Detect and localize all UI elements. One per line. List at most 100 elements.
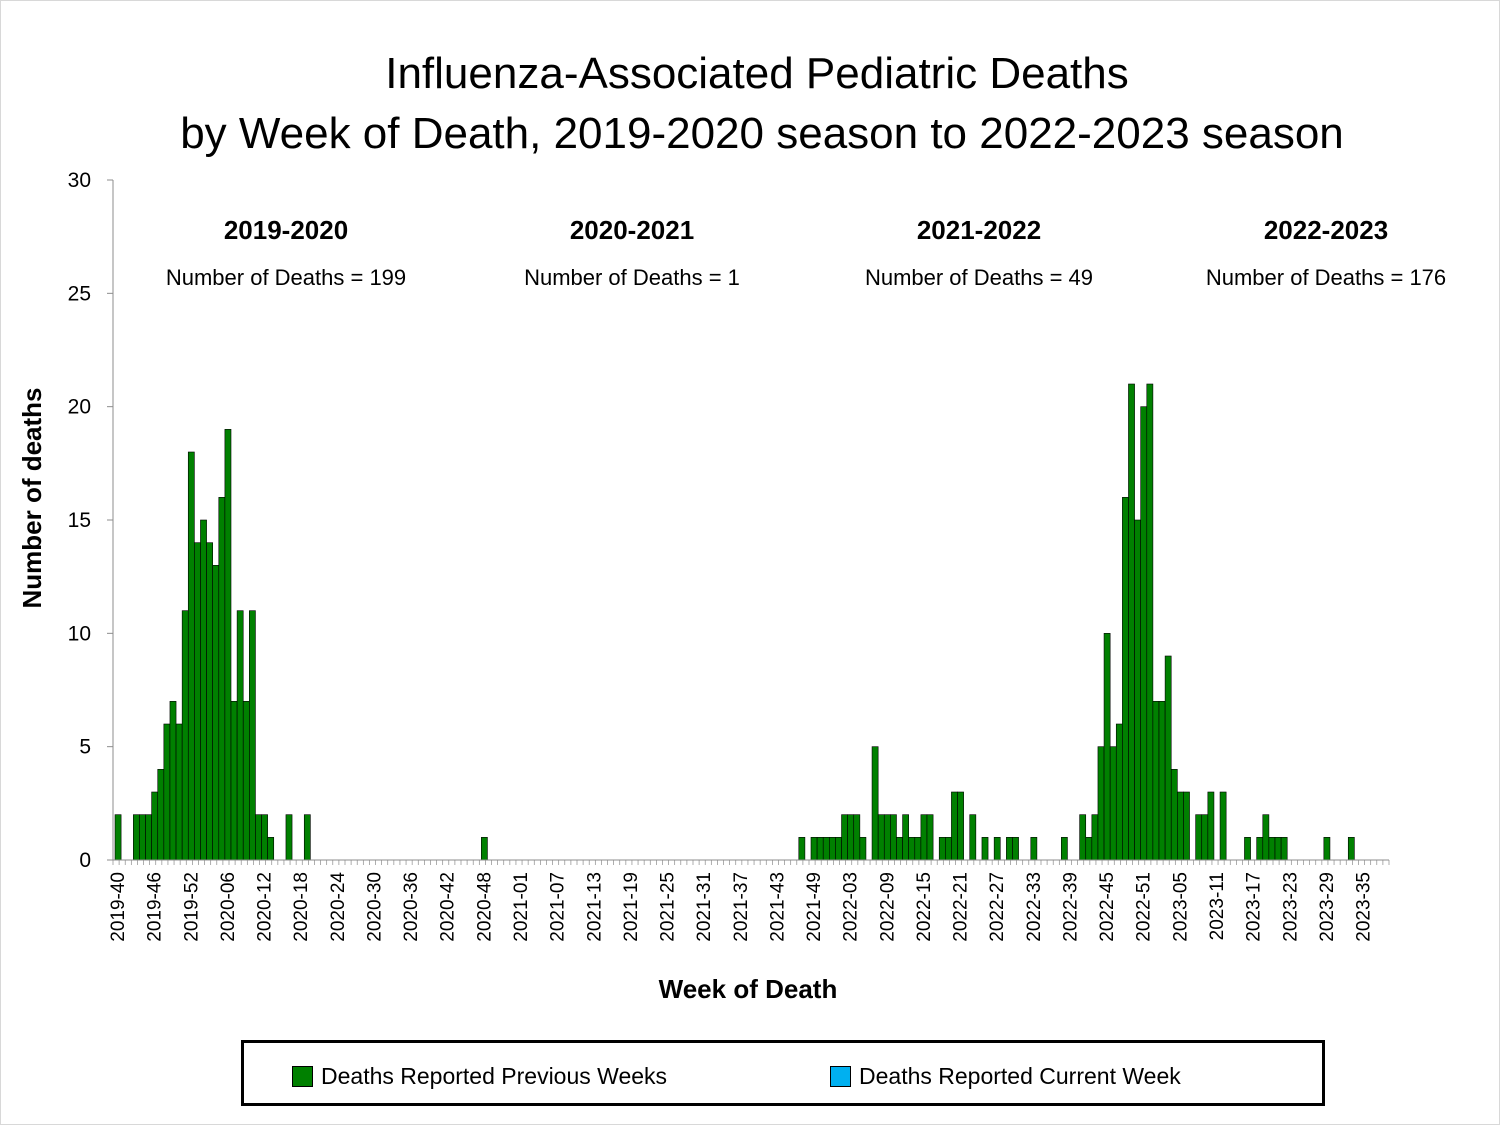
x-tick-label-2020-30: 2020-30	[364, 872, 385, 942]
legend-label-previous: Deaths Reported Previous Weeks	[321, 1063, 668, 1089]
x-tick-label-2019-46: 2019-46	[145, 872, 166, 942]
x-tick-label-2021-13: 2021-13	[584, 872, 605, 942]
bar-2022-16	[926, 814, 934, 861]
chart-title-line-1: Influenza-Associated Pediatric Deaths	[385, 49, 1129, 98]
legend: Deaths Reported Previous Weeks Deaths Re…	[241, 1040, 1325, 1106]
x-tick-label-2019-52: 2019-52	[181, 872, 202, 942]
bar-2023-20	[1268, 837, 1276, 861]
bar-2023-03	[1164, 655, 1172, 861]
bar-2022-09	[883, 814, 891, 861]
bar-2022-01	[835, 837, 842, 861]
bar-2020-07	[230, 701, 238, 861]
bar-2019-51	[181, 610, 189, 861]
bar-2022-10	[890, 814, 897, 861]
x-tick-label-2020-42: 2020-42	[438, 872, 459, 942]
bar-2020-01	[194, 542, 201, 861]
x-tick-label-2021-25: 2021-25	[658, 872, 679, 942]
bar-2020-03	[206, 542, 213, 861]
bar-2022-14	[914, 837, 922, 861]
bar-2022-23	[969, 814, 977, 861]
x-tick-label-2023-35: 2023-35	[1354, 872, 1375, 942]
bar-2021-47	[798, 837, 806, 861]
bar-2019-48	[163, 723, 171, 861]
bar-2022-33	[1030, 837, 1038, 861]
season-count-2022-2023: Number of Deaths = 176	[1206, 265, 1446, 290]
x-tick-label-2022-09: 2022-09	[877, 872, 898, 942]
bar-2023-08	[1195, 814, 1203, 861]
bar-2021-49	[810, 837, 818, 861]
bar-2022-30	[1012, 837, 1019, 861]
x-tick-label-2021-43: 2021-43	[767, 872, 788, 942]
bar-2019-40	[114, 814, 122, 861]
bar-2021-50	[816, 837, 824, 861]
x-tick-label-2020-36: 2020-36	[401, 872, 422, 942]
bar-2022-02	[841, 814, 848, 861]
season-count-2020-2021: Number of Deaths = 1	[524, 265, 740, 290]
x-tick-label-2023-17: 2023-17	[1244, 872, 1265, 942]
bar-2022-27	[993, 837, 1001, 861]
bar-2022-29	[1006, 837, 1013, 861]
bars	[114, 383, 1355, 861]
bar-2022-45	[1103, 633, 1111, 861]
bar-2023-18	[1256, 837, 1264, 861]
x-tick-label-2022-33: 2022-33	[1024, 872, 1045, 942]
bar-2020-04	[212, 565, 220, 861]
bar-2022-15	[920, 814, 928, 861]
bar-2020-10	[249, 610, 256, 861]
x-tick-label-2020-12: 2020-12	[255, 872, 276, 942]
y-axis-title: Number of deaths	[17, 387, 47, 608]
bar-2023-19	[1262, 814, 1270, 861]
bar-2021-52	[829, 837, 836, 861]
season-labels: 2019-2020 Number of Deaths = 199 2020-20…	[166, 215, 1446, 290]
x-tick-label-2023-29: 2023-29	[1317, 872, 1338, 942]
y-tick-label-20: 20	[68, 396, 91, 419]
x-tick-label-2022-51: 2022-51	[1134, 872, 1155, 942]
bar-2022-12	[902, 814, 909, 861]
bar-2019-43	[133, 814, 140, 861]
bar-2019-45	[145, 814, 152, 861]
bar-2019-44	[139, 814, 146, 861]
y-tick-label-0: 0	[79, 849, 91, 872]
y-tick-label-5: 5	[79, 736, 91, 759]
bar-2023-04	[1170, 769, 1178, 861]
season-name-2021-2022: 2021-2022	[917, 215, 1041, 245]
x-tick-label-2020-18: 2020-18	[291, 872, 312, 942]
x-tick-label-2020-48: 2020-48	[474, 872, 495, 942]
chart-title-line-2: by Week of Death, 2019-2020 season to 20…	[180, 109, 1344, 158]
bar-2023-33	[1347, 837, 1355, 861]
bar-2023-05	[1177, 791, 1184, 861]
season-count-2021-2022: Number of Deaths = 49	[865, 265, 1093, 290]
y-tick-label-10: 10	[68, 622, 91, 645]
x-tick-label-2021-19: 2021-19	[621, 872, 642, 942]
bar-2022-48	[1122, 497, 1129, 861]
bar-2023-09	[1201, 814, 1209, 861]
bar-2022-05	[859, 837, 867, 861]
legend-label-current: Deaths Reported Current Week	[859, 1063, 1181, 1089]
bar-2022-25	[981, 837, 989, 861]
legend-item-current: Deaths Reported Current Week	[830, 1063, 1181, 1090]
bar-2020-06	[224, 429, 232, 861]
bar-2023-01	[1152, 701, 1160, 861]
bar-2022-43	[1091, 814, 1099, 861]
bar-2022-11	[896, 837, 903, 861]
bar-2020-48	[481, 837, 488, 861]
bar-2020-19	[303, 814, 311, 861]
bar-2022-19	[945, 837, 952, 861]
bar-2020-02	[200, 519, 207, 861]
bar-2020-16	[285, 814, 293, 861]
bar-2022-44	[1097, 746, 1105, 861]
bar-2023-02	[1158, 701, 1166, 861]
bar-2023-21	[1274, 837, 1282, 861]
bar-2023-12	[1219, 791, 1227, 861]
y-tick-label-25: 25	[68, 282, 91, 305]
x-tick-label-2022-39: 2022-39	[1060, 872, 1081, 942]
x-tick-label-2021-31: 2021-31	[694, 872, 715, 942]
bar-2022-21	[957, 791, 964, 861]
x-tick-label-2020-06: 2020-06	[218, 872, 239, 942]
bar-2020-08	[236, 610, 244, 861]
bar-2020-13	[267, 837, 275, 861]
bar-2020-12	[261, 814, 268, 861]
y-tick-label-15: 15	[68, 509, 91, 532]
x-tick-label-2021-37: 2021-37	[731, 872, 752, 942]
